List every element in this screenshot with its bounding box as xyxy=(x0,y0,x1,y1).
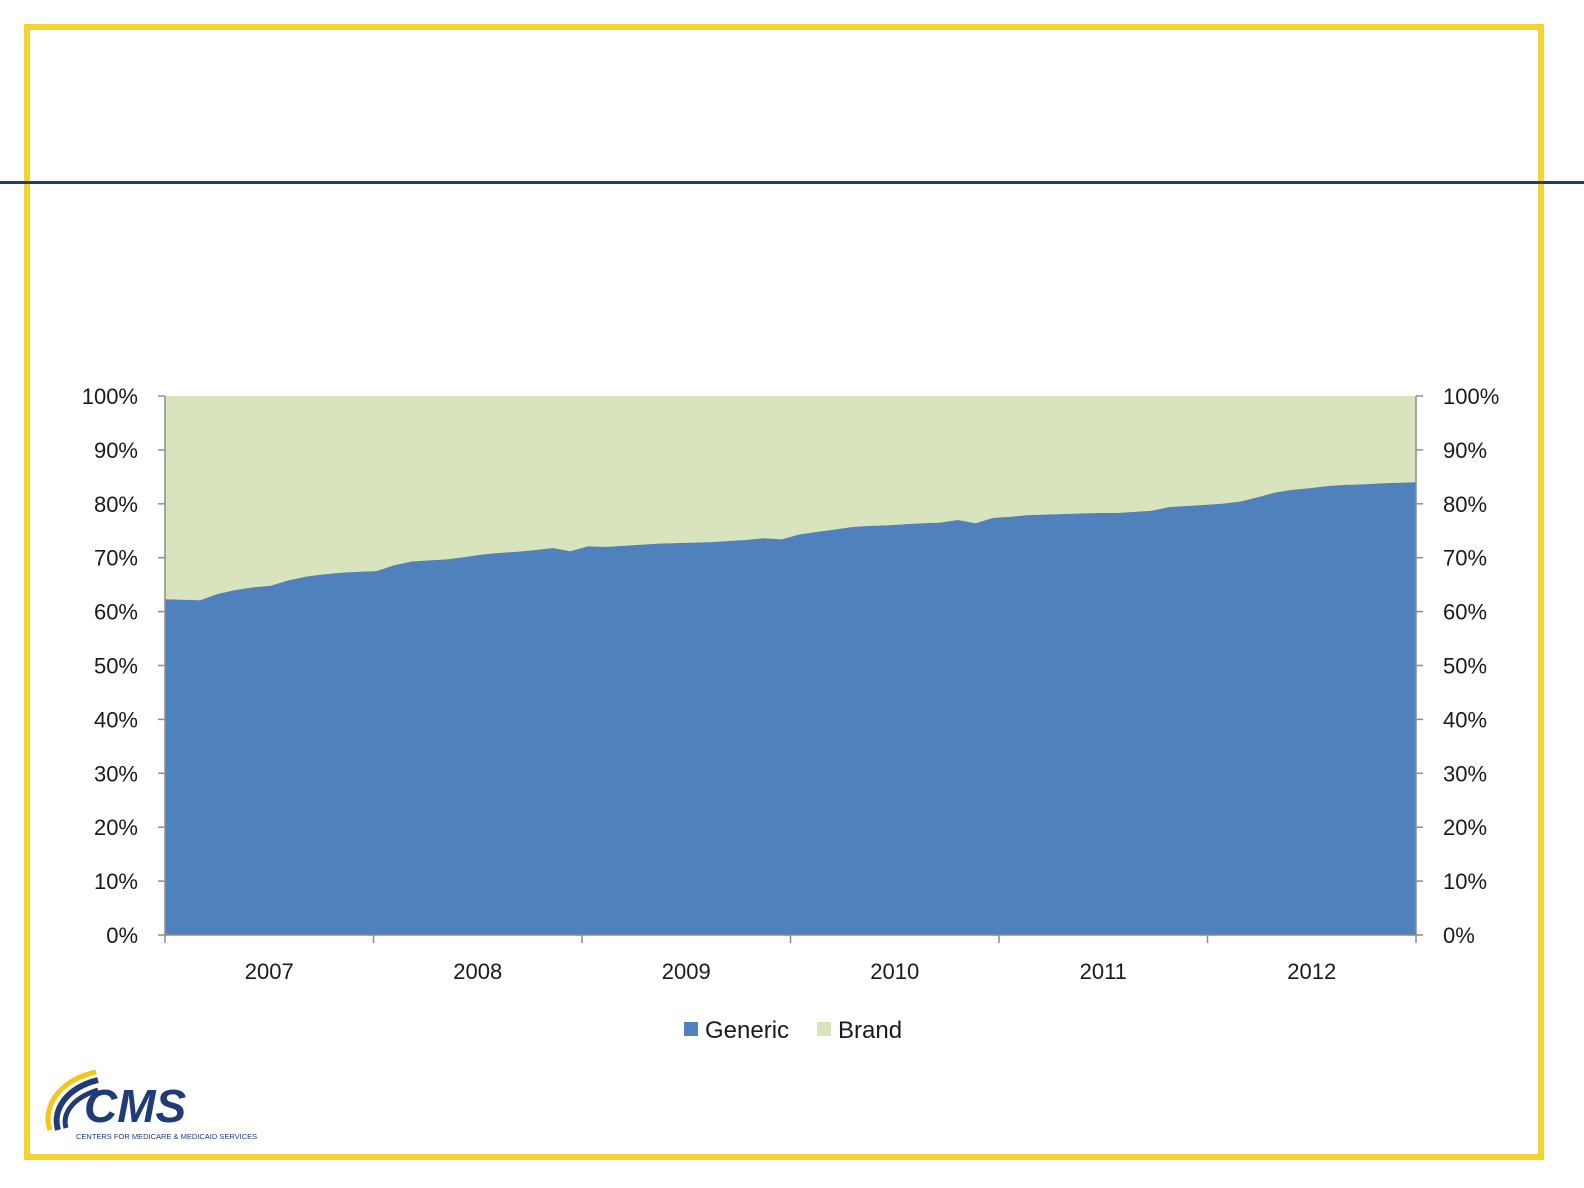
x-tick-label: 2007 xyxy=(245,959,294,984)
y-tick-label-right: 20% xyxy=(1443,815,1487,840)
y-tick-label-left: 0% xyxy=(106,923,138,948)
area-series-group xyxy=(165,396,1416,935)
chart-axes: 0% 0% 10% 10% 20% 20% 30% 30% 40% 40% 50% 50% 60% 60%… xyxy=(82,384,1500,984)
svg-text:CENTERS FOR MEDICARE & MEDICAI: CENTERS FOR MEDICARE & MEDICAID SERVICES xyxy=(76,1132,257,1141)
y-tick-label-right: 10% xyxy=(1443,869,1487,894)
y-tick-label-right: 50% xyxy=(1443,654,1487,679)
svg-text:CMS: CMS xyxy=(84,1080,187,1132)
x-tick-label: 2009 xyxy=(662,959,711,984)
y-tick-label-left: 20% xyxy=(94,815,138,840)
legend-swatch-brand xyxy=(817,1022,831,1036)
x-tick-label: 2011 xyxy=(1080,959,1127,984)
legend-swatch-generic xyxy=(684,1022,698,1036)
y-tick-label-left: 10% xyxy=(94,869,138,894)
chart-legend: Generic Brand xyxy=(684,1017,902,1044)
y-tick-label-right: 40% xyxy=(1443,707,1487,732)
legend-label-generic: Generic xyxy=(705,1017,789,1044)
x-tick-label: 2010 xyxy=(870,959,919,984)
y-tick-label-right: 30% xyxy=(1443,761,1487,786)
y-tick-label-right: 70% xyxy=(1443,546,1487,571)
y-tick-label-left: 80% xyxy=(94,492,138,517)
y-tick-label-left: 30% xyxy=(94,761,138,786)
y-tick-label-left: 90% xyxy=(94,438,138,463)
title-divider xyxy=(0,181,1584,184)
y-tick-label-right: 90% xyxy=(1443,438,1487,463)
slide-frame xyxy=(24,24,1544,1160)
x-tick-label: 2008 xyxy=(453,959,502,984)
y-tick-label-right: 100% xyxy=(1443,384,1499,409)
area-brand xyxy=(165,396,1416,601)
y-tick-label-right: 60% xyxy=(1443,600,1487,625)
y-tick-label-right: 0% xyxy=(1443,923,1475,948)
cms-logo: CMS CENTERS FOR MEDICARE & MEDICAID SERV… xyxy=(36,1068,276,1146)
y-tick-label-left: 40% xyxy=(94,707,138,732)
y-tick-label-right: 80% xyxy=(1443,492,1487,517)
area-generic xyxy=(165,482,1416,935)
y-tick-label-left: 60% xyxy=(94,600,138,625)
y-tick-label-left: 70% xyxy=(94,546,138,571)
y-tick-label-left: 100% xyxy=(82,384,138,409)
legend-label-brand: Brand xyxy=(838,1017,902,1044)
x-tick-label: 2012 xyxy=(1287,959,1336,984)
y-tick-label-left: 50% xyxy=(94,654,138,679)
